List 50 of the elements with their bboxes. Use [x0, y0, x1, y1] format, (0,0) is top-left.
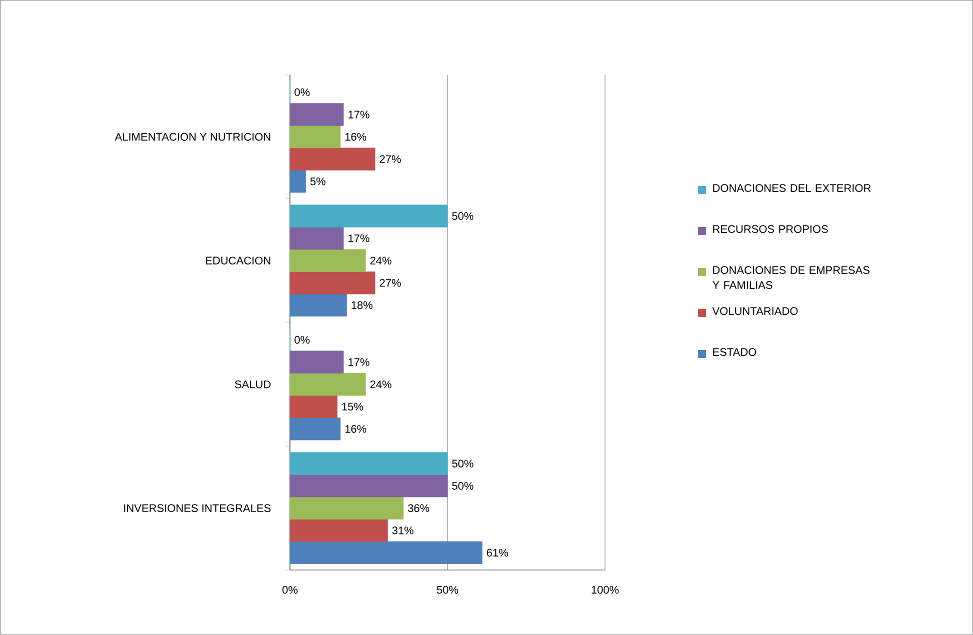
- bar: [290, 204, 448, 228]
- x-tick-label: 50%: [436, 586, 458, 594]
- data-label: 50%: [452, 212, 474, 220]
- data-label: 0%: [294, 336, 310, 344]
- data-label: 24%: [370, 380, 392, 388]
- bar: [290, 373, 366, 396]
- legend-label: DONACIONES DEL EXTERIOR: [713, 184, 871, 192]
- bar: [290, 148, 376, 170]
- y-tick-label: SALUD: [234, 380, 271, 388]
- data-label: 61%: [486, 548, 508, 557]
- data-label: 17%: [348, 358, 370, 366]
- bar: [290, 249, 366, 272]
- bar: [290, 519, 388, 542]
- y-tick-label: EDUCACION: [206, 256, 270, 265]
- data-label: 27%: [380, 279, 401, 287]
- x-tick-label: 0%: [282, 586, 298, 594]
- data-label: 5%: [310, 178, 326, 186]
- legend-label: VOLUNTARIADO: [712, 307, 798, 315]
- bar: [290, 418, 341, 440]
- bar: [290, 272, 376, 294]
- bar: [290, 350, 344, 374]
- bar: [290, 395, 338, 418]
- data-label: 0%: [294, 88, 310, 96]
- bar: [290, 496, 404, 520]
- data-label: 24%: [370, 256, 392, 264]
- data-label: 17%: [348, 110, 370, 118]
- legend-label: ESTADO: [713, 348, 756, 356]
- bar: [290, 103, 344, 126]
- data-label: 16%: [345, 132, 366, 141]
- bar: [290, 126, 341, 148]
- data-label: 50%: [452, 482, 474, 490]
- bar: [290, 170, 306, 193]
- legend-label: DONACIONES DE EMPRESAS Y FAMILIAS: [712, 266, 870, 289]
- bar: [290, 226, 344, 250]
- data-label: 17%: [348, 234, 370, 242]
- bar: [290, 452, 448, 475]
- y-tick-label: INVERSIONES INTEGRALES: [124, 504, 271, 512]
- bar: [290, 541, 482, 564]
- data-label: 27%: [380, 155, 401, 163]
- data-label: 16%: [345, 425, 366, 433]
- bar: [290, 294, 347, 317]
- y-tick-label: ALIMENTACION Y NUTRICION: [114, 132, 270, 141]
- data-label: 18%: [352, 301, 372, 310]
- data-label: 36%: [408, 504, 430, 512]
- x-tick-label: 100%: [592, 586, 619, 594]
- data-label: 50%: [452, 460, 474, 468]
- bar: [290, 474, 448, 498]
- data-label: 15%: [342, 402, 364, 411]
- data-label: 31%: [392, 526, 414, 534]
- legend-label: RECURSOS PROPIOS: [713, 225, 828, 233]
